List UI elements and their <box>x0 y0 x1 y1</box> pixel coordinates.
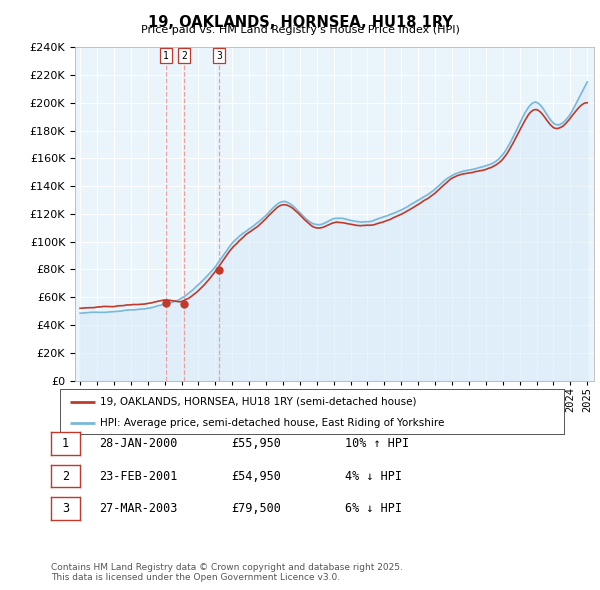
Text: 1: 1 <box>163 51 169 61</box>
Text: £55,950: £55,950 <box>231 437 281 450</box>
Text: 4% ↓ HPI: 4% ↓ HPI <box>345 470 402 483</box>
Text: HPI: Average price, semi-detached house, East Riding of Yorkshire: HPI: Average price, semi-detached house,… <box>100 418 445 428</box>
Text: 6% ↓ HPI: 6% ↓ HPI <box>345 502 402 515</box>
Text: 19, OAKLANDS, HORNSEA, HU18 1RY: 19, OAKLANDS, HORNSEA, HU18 1RY <box>148 15 452 30</box>
Text: 28-JAN-2000: 28-JAN-2000 <box>99 437 178 450</box>
Text: 2: 2 <box>181 51 187 61</box>
Text: 3: 3 <box>62 502 69 515</box>
Text: 2: 2 <box>62 470 69 483</box>
Text: Price paid vs. HM Land Registry's House Price Index (HPI): Price paid vs. HM Land Registry's House … <box>140 25 460 35</box>
Text: 3: 3 <box>216 51 222 61</box>
Text: 19, OAKLANDS, HORNSEA, HU18 1RY (semi-detached house): 19, OAKLANDS, HORNSEA, HU18 1RY (semi-de… <box>100 397 417 407</box>
Text: £79,500: £79,500 <box>231 502 281 515</box>
Text: 1: 1 <box>62 437 69 450</box>
Text: Contains HM Land Registry data © Crown copyright and database right 2025.
This d: Contains HM Land Registry data © Crown c… <box>51 563 403 582</box>
Text: 10% ↑ HPI: 10% ↑ HPI <box>345 437 409 450</box>
Text: £54,950: £54,950 <box>231 470 281 483</box>
Text: 27-MAR-2003: 27-MAR-2003 <box>99 502 178 515</box>
Text: 23-FEB-2001: 23-FEB-2001 <box>99 470 178 483</box>
